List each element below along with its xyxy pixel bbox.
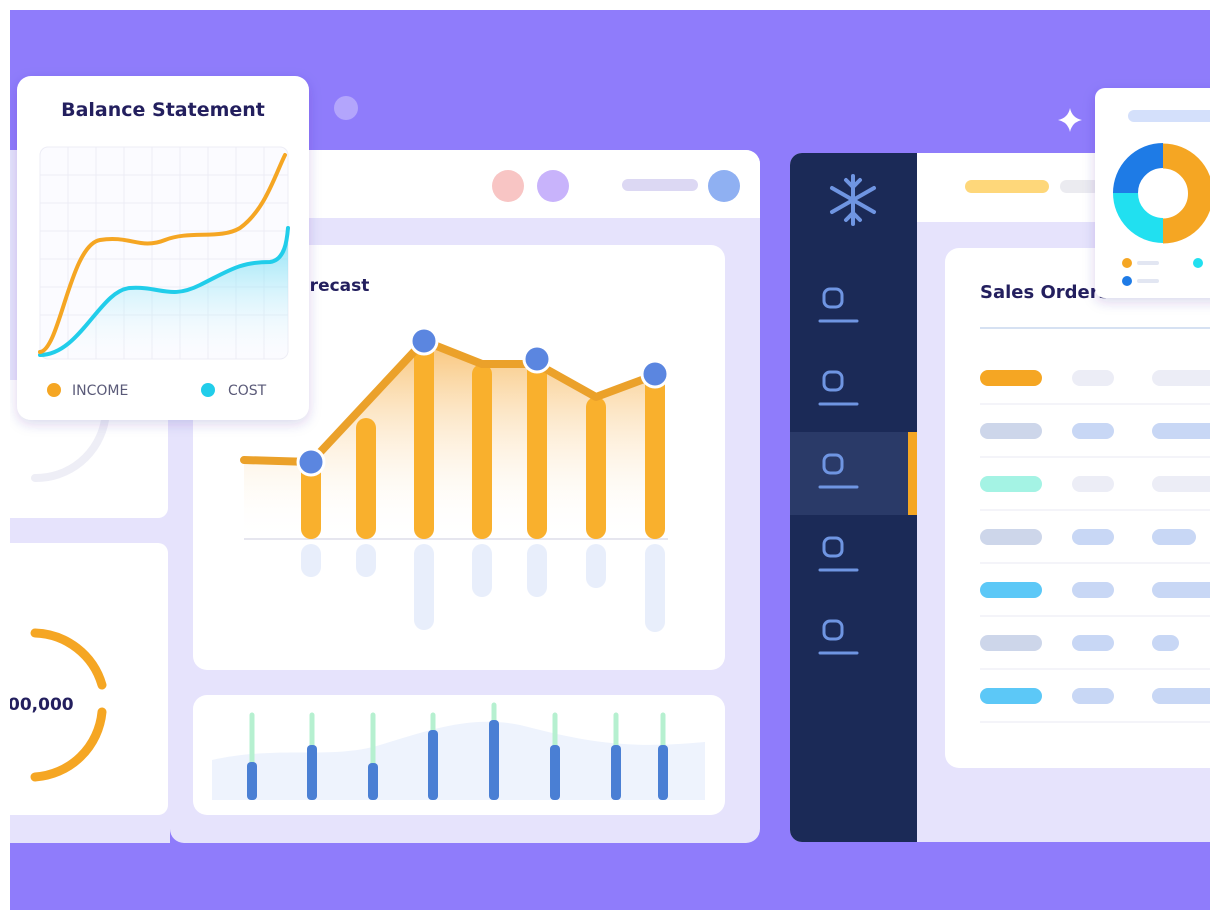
nav-icons	[818, 287, 859, 655]
sales-title: Sales Orders	[980, 282, 1109, 303]
order-rows	[980, 370, 1210, 704]
legend-swatch	[47, 383, 61, 397]
balance-title: Balance Statement	[61, 99, 265, 121]
scene: 00,000 orecast	[8, 10, 1210, 910]
sparkle	[1058, 108, 1082, 132]
forecast-title: orecast	[298, 276, 369, 296]
right-window: Sales Orders	[790, 153, 1210, 842]
legend-label: COST	[228, 383, 267, 399]
decor-dot	[334, 96, 358, 120]
legend-swatch	[201, 383, 215, 397]
balance-chart	[38, 146, 290, 360]
logo	[830, 174, 876, 226]
nav-active	[790, 432, 917, 515]
donut-card	[1095, 88, 1210, 298]
donut	[1113, 143, 1210, 244]
amount-label: 00,000	[8, 695, 74, 715]
legend-label: INCOME	[72, 383, 128, 399]
center-window: orecast	[170, 150, 760, 843]
